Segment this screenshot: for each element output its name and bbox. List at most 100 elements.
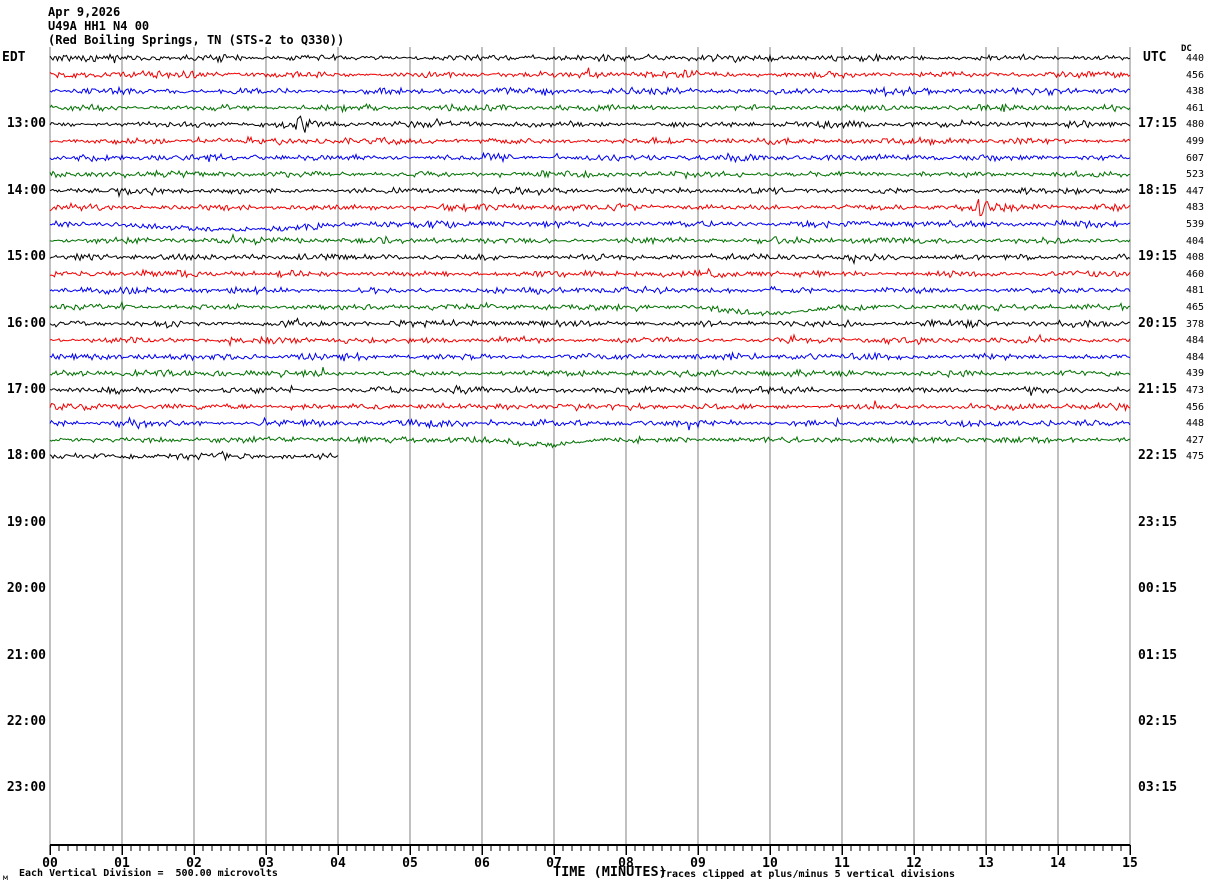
x-tick-label: 03	[258, 856, 274, 871]
trace-row-14	[49, 285, 1131, 296]
trace-row-23	[49, 434, 1131, 449]
edt-hour-label: 15:00	[6, 249, 46, 265]
dc-value: 480	[1186, 119, 1205, 131]
trace-row-10	[49, 219, 1131, 233]
trace-row-2	[49, 85, 1131, 98]
minute-gridlines	[49, 47, 1131, 845]
dc-value: 456	[1186, 401, 1205, 413]
dc-value: 499	[1186, 136, 1205, 147]
x-axis	[49, 844, 1131, 855]
x-tick-label: 04	[330, 856, 346, 871]
dc-value: 460	[1186, 268, 1205, 280]
x-tick-label: 14	[1050, 856, 1066, 871]
dc-value: 439	[1186, 368, 1205, 380]
dc-value: 484	[1186, 335, 1205, 347]
edt-hour-label: 21:00	[6, 647, 46, 663]
left-timezone-header: EDT	[2, 50, 26, 65]
edt-hour-label: 14:00	[6, 182, 46, 198]
x-tick-label: 05	[402, 856, 418, 871]
trace-row-20	[49, 384, 1131, 396]
edt-hour-label: 13:00	[6, 116, 46, 132]
x-tick-label: 12	[906, 856, 922, 871]
utc-hour-label: 22:15	[1138, 448, 1178, 464]
utc-hour-label: 18:15	[1138, 182, 1178, 198]
x-axis-label: TIME (MINUTES)	[553, 864, 667, 880]
trace-row-6	[49, 151, 1131, 164]
dc-value: 484	[1186, 351, 1205, 363]
dc-value: 440	[1186, 53, 1205, 64]
dc-value: 465	[1186, 302, 1205, 313]
x-tick-label: 13	[978, 856, 994, 871]
trace-row-22	[49, 416, 1131, 431]
x-tick-label: 00	[42, 856, 58, 871]
trace-row-0	[49, 52, 1131, 64]
trace-row-11	[49, 232, 1131, 246]
dc-value: 427	[1186, 434, 1205, 446]
dc-value: 438	[1186, 86, 1205, 98]
x-tick-label: 10	[762, 856, 778, 871]
edt-hour-label: 18:00	[6, 448, 46, 464]
trace-row-5	[49, 135, 1131, 147]
edt-hour-label: 16:00	[6, 315, 46, 331]
dc-value: 481	[1186, 285, 1205, 297]
title-station: U49A HH1 N4 00	[48, 19, 150, 33]
utc-hour-label: 23:15	[1138, 514, 1178, 530]
dc-value: 461	[1186, 102, 1205, 114]
trace-row-19	[49, 366, 1131, 379]
dc-value: 483	[1186, 202, 1205, 214]
corner-mark: м	[3, 873, 8, 882]
utc-hour-label: 19:15	[1138, 249, 1178, 265]
edt-hour-label: 23:00	[6, 780, 46, 796]
dc-value: 539	[1186, 219, 1205, 230]
trace-row-12	[49, 252, 1131, 265]
clip-note: Traces clipped at plus/minus 5 vertical …	[660, 869, 956, 880]
trace-row-7	[49, 169, 1131, 181]
trace-row-13	[49, 267, 1131, 279]
x-tick-label: 07	[546, 856, 562, 871]
trace-row-1	[49, 67, 1131, 80]
utc-hour-label: 01:15	[1138, 647, 1178, 663]
dc-value: 475	[1186, 451, 1205, 463]
trace-row-4	[49, 115, 1131, 133]
edt-hour-label: 17:00	[6, 382, 46, 397]
trace-row-16	[49, 317, 1131, 330]
trace-row-8	[49, 186, 1131, 198]
trace-row-3	[49, 102, 1131, 114]
x-tick-label: 09	[690, 856, 706, 871]
trace-row-18	[49, 351, 1131, 362]
utc-hour-label: 17:15	[1138, 116, 1178, 132]
edt-hour-label: 19:00	[6, 514, 46, 530]
right-timezone-header: UTC	[1143, 50, 1167, 65]
x-tick-label: 08	[618, 856, 634, 871]
dc-value: 404	[1186, 235, 1205, 247]
dc-value: 473	[1186, 385, 1205, 396]
trace-row-24	[49, 450, 339, 462]
x-tick-label: 15	[1122, 856, 1138, 871]
utc-hour-label: 21:15	[1138, 382, 1178, 397]
utc-hour-label: 00:15	[1138, 581, 1178, 597]
dc-value: 447	[1186, 185, 1205, 197]
title-date: Apr 9,2026	[48, 5, 121, 19]
x-tick-label: 02	[186, 856, 202, 871]
x-tick-label: 11	[834, 856, 850, 871]
dc-value: 523	[1186, 169, 1205, 181]
utc-hour-label: 20:15	[1138, 315, 1178, 331]
edt-hour-label: 22:00	[6, 714, 46, 729]
dc-value: 448	[1186, 418, 1205, 430]
edt-hour-label: 20:00	[6, 581, 46, 597]
title-location: (Red Boiling Springs, TN (STS-2 to Q330)…	[48, 33, 345, 47]
trace-row-9	[49, 199, 1131, 217]
dc-column-header: DC	[1181, 44, 1192, 54]
x-tick-label: 01	[114, 856, 130, 871]
trace-row-15	[49, 300, 1131, 317]
utc-hour-label: 03:15	[1138, 780, 1178, 796]
dc-value: 607	[1186, 152, 1205, 164]
trace-row-21	[49, 400, 1131, 413]
trace-row-17	[49, 333, 1131, 348]
dc-value: 456	[1186, 69, 1205, 81]
dc-value: 408	[1186, 252, 1205, 264]
scale-note: Each Vertical Division = 500.00 microvol…	[19, 868, 278, 879]
x-tick-label: 06	[474, 856, 490, 871]
utc-hour-label: 02:15	[1138, 714, 1178, 729]
